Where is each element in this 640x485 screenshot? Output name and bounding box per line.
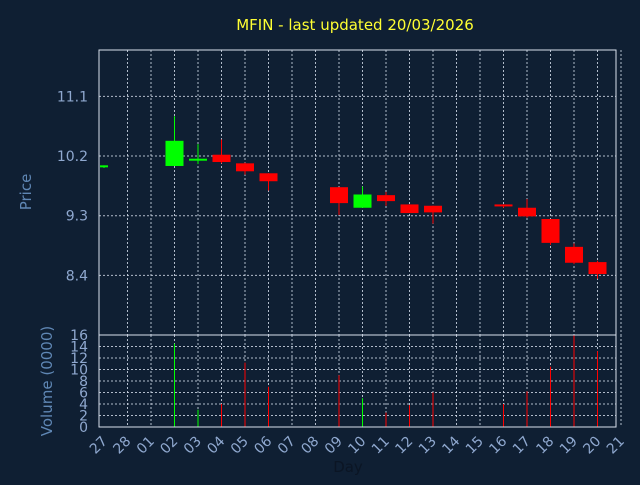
volume-tick-label: 2: [79, 409, 88, 425]
x-tick-label: 01: [134, 434, 158, 458]
x-tick-label: 20: [580, 434, 604, 458]
x-tick-labels: 27 28 01 02 03 04 05 06 07 08 09 10 11 12 13 14 15 16 17 18…: [87, 433, 628, 457]
x-tick-label: 09: [322, 434, 346, 458]
x-tick-label: 04: [204, 433, 228, 457]
price-tick-label: 8.4: [66, 268, 88, 284]
x-tick-label: 15: [463, 434, 487, 458]
x-tick-label: 14: [439, 433, 463, 457]
candle-body: [518, 207, 536, 217]
x-tick-label: 05: [228, 434, 252, 458]
chart-title: MFIN - last updated 20/03/2026: [236, 16, 474, 34]
x-tick-label: 12: [392, 434, 416, 458]
volume-tick-label: 12: [70, 351, 88, 367]
candle-body: [236, 163, 254, 172]
price-tick-labels: 8.4 9.3 10.2 11.1: [57, 89, 88, 284]
volume-bars: [174, 335, 598, 427]
volume-tick-label: 16: [70, 328, 88, 344]
price-grid: [99, 50, 622, 335]
volume-frame: [98, 334, 617, 428]
candle-body: [400, 204, 419, 214]
x-tick-label: 19: [557, 434, 581, 458]
volume-axis-label: Volume (0000): [38, 326, 56, 436]
x-tick-label: 03: [181, 434, 205, 458]
candle-body: [494, 204, 513, 207]
candle-body: [588, 262, 607, 275]
price-axis-label: Price: [17, 174, 35, 211]
x-tick-label: 13: [416, 434, 440, 458]
candles: [100, 116, 607, 279]
candle-body: [377, 195, 395, 202]
volume-tick-label: 10: [70, 363, 88, 379]
price-tick-label: 11.1: [57, 89, 88, 105]
x-tick-label: 16: [486, 433, 510, 457]
candle-body: [424, 205, 442, 213]
volume-tick-label: 4: [79, 397, 88, 413]
x-tick-label: 10: [345, 434, 369, 458]
x-tick-label: 28: [110, 434, 134, 458]
candle-body: [212, 154, 231, 163]
price-tick-label: 9.3: [66, 209, 88, 225]
candle-body: [565, 246, 583, 263]
price-tick-label: 10.2: [57, 149, 88, 165]
x-tick-label: 06: [251, 433, 275, 457]
volume-tick-label: 0: [79, 420, 88, 436]
candle-body: [259, 173, 278, 182]
candle-body: [353, 194, 372, 208]
candle-body: [165, 140, 184, 166]
x-tick-label: 07: [275, 434, 299, 458]
x-tick-label: 21: [604, 434, 628, 458]
x-tick-label: 08: [298, 434, 322, 458]
x-tick-label: 02: [157, 434, 181, 458]
volume-tick-label: 14: [70, 340, 88, 356]
x-tick-label: 11: [369, 434, 393, 458]
candle-body: [189, 158, 207, 161]
price-panel: 8.4 9.3 10.2 11.1: [57, 49, 622, 336]
candle-body: [330, 187, 348, 204]
volume-grid: [99, 335, 622, 427]
x-tick-label: 17: [510, 434, 534, 458]
volume-tick-label: 6: [79, 386, 88, 402]
price-frame: [98, 49, 617, 336]
x-tick-label: 18: [533, 434, 557, 458]
x-tick-label: 27: [87, 434, 111, 458]
x-axis-label: Day: [333, 458, 363, 476]
candle-body: [100, 165, 108, 168]
volume-tick-label: 8: [79, 374, 88, 390]
candle-body: [541, 219, 560, 243]
